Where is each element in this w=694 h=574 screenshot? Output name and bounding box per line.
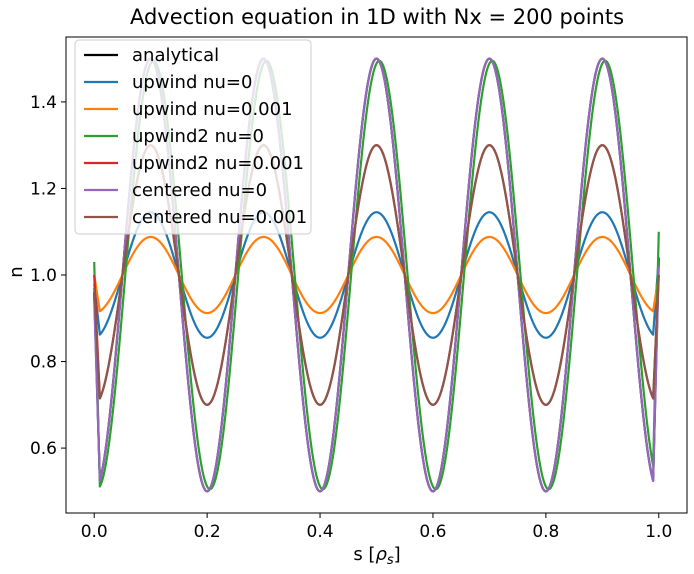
y-tick-label: 0.6 — [30, 439, 57, 459]
y-axis: 0.6 0.8 1.0 1.2 1.4 — [30, 93, 66, 459]
y-tick-label: 0.8 — [30, 353, 57, 373]
series-line-centered-nu-0-001 — [93, 144, 660, 406]
legend-label: upwind nu=0.001 — [132, 99, 293, 120]
x-tick-label: 0.4 — [307, 522, 334, 542]
y-tick-label: 1.0 — [30, 266, 57, 286]
series-line-upwind-nu-0 — [93, 211, 660, 339]
x-tick-label: 0.6 — [419, 522, 446, 542]
legend-label: analytical — [132, 45, 219, 66]
x-axis-label-symbol: ρ — [375, 544, 387, 565]
legend-label: centered nu=0.001 — [132, 207, 307, 228]
legend-items: analytical upwind nu=0 upwind nu=0.001 upwi… — [84, 45, 307, 228]
x-axis-label-main: s [ — [353, 544, 375, 565]
legend-label: upwind nu=0 — [132, 72, 252, 93]
series-layer — [93, 57, 660, 493]
x-tick-label: 0.0 — [81, 522, 108, 542]
chart-title: Advection equation in 1D with Nx = 200 p… — [130, 5, 624, 29]
y-tick-label: 1.4 — [30, 93, 57, 113]
legend-label: centered nu=0 — [132, 180, 267, 201]
legend-label: upwind2 nu=0 — [132, 126, 264, 147]
legend: analytical upwind nu=0 upwind nu=0.001 upwi… — [74, 39, 312, 235]
legend-label: upwind2 nu=0.001 — [132, 153, 304, 174]
x-axis-label: s [ρs] — [353, 544, 400, 568]
x-axis: 0.0 0.2 0.4 0.6 0.8 1.0 — [81, 513, 672, 542]
series-line-centered-nu-0 — [93, 57, 660, 493]
x-axis-label-subscript: s — [387, 553, 394, 568]
series-line-upwind2-nu-0 — [93, 59, 660, 491]
x-tick-label: 0.8 — [532, 522, 559, 542]
y-axis-label: n — [6, 266, 27, 277]
series-line-upwind-nu-0-001 — [93, 235, 660, 315]
x-tick-label: 0.2 — [194, 522, 221, 542]
legend-box — [74, 39, 312, 235]
y-tick-label: 1.2 — [30, 179, 57, 199]
x-tick-label: 1.0 — [645, 522, 672, 542]
x-axis-label-end: ] — [394, 544, 401, 565]
